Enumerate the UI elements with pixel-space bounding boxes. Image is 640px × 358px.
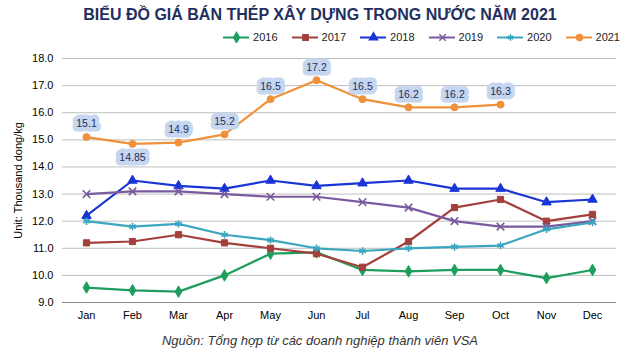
svg-text:15.1: 15.1 <box>76 117 97 129</box>
svg-text:9.0: 9.0 <box>38 296 53 308</box>
svg-text:Oct: Oct <box>492 309 509 321</box>
svg-text:14.85: 14.85 <box>119 151 145 163</box>
svg-text:Dec: Dec <box>583 309 603 321</box>
svg-text:Jul: Jul <box>355 309 369 321</box>
html-text:2019: 2019 <box>458 31 483 43</box>
svg-text:14.0: 14.0 <box>32 160 53 172</box>
html-text:2016: 2016 <box>253 31 278 43</box>
svg-text:14.9: 14.9 <box>168 123 189 135</box>
svg-text:Apr: Apr <box>216 309 233 321</box>
svg-text:May: May <box>260 309 281 321</box>
html-text:2017: 2017 <box>321 31 347 43</box>
svg-text:16.2: 16.2 <box>444 88 465 100</box>
svg-text:Mar: Mar <box>169 309 188 321</box>
svg-text:16.5: 16.5 <box>352 80 373 92</box>
svg-text:15.0: 15.0 <box>32 133 53 145</box>
svg-text:11.0: 11.0 <box>33 242 54 254</box>
svg-text:Feb: Feb <box>123 309 142 321</box>
html-text:2020: 2020 <box>527 31 552 43</box>
svg-text:15.2: 15.2 <box>214 115 235 127</box>
svg-text:13.0: 13.0 <box>32 188 53 200</box>
svg-text:16.3: 16.3 <box>490 85 511 97</box>
svg-text:16.2: 16.2 <box>398 88 419 100</box>
svg-text:Nov: Nov <box>537 309 557 321</box>
html-text:2021: 2021 <box>595 31 620 43</box>
svg-text:12.0: 12.0 <box>32 215 53 227</box>
svg-text:16.5: 16.5 <box>260 80 281 92</box>
svg-text:Aug: Aug <box>399 309 419 321</box>
svg-text:17.2: 17.2 <box>306 61 327 73</box>
svg-text:Jan: Jan <box>78 309 96 321</box>
html-text:BIỂU ĐỒ GIÁ BÁN THÉP XÂY DỰNG: BIỂU ĐỒ GIÁ BÁN THÉP XÂY DỰNG TRONG NƯỚC… <box>83 6 557 23</box>
html-text:2018: 2018 <box>390 31 415 43</box>
svg-text:18.0: 18.0 <box>32 52 53 64</box>
svg-text:Sep: Sep <box>445 309 465 321</box>
html-text:Nguồn: Tổng hợp từ các doanh n: Nguồn: Tổng hợp từ các doanh nghiệp thàn… <box>162 333 478 348</box>
svg-text:Jun: Jun <box>308 309 326 321</box>
svg-text:10.0: 10.0 <box>32 269 53 281</box>
svg-text:Unit: Thousand dong/kg: Unit: Thousand dong/kg <box>12 122 24 239</box>
svg-text:16.0: 16.0 <box>32 106 53 118</box>
svg-text:17.0: 17.0 <box>32 79 53 91</box>
